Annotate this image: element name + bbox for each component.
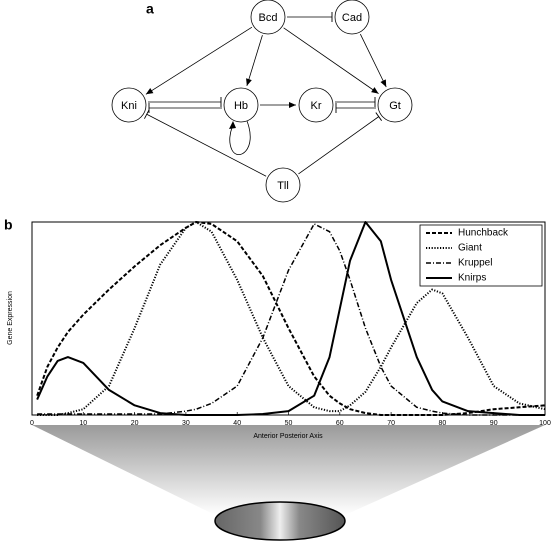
self-loop (229, 120, 251, 155)
edge (359, 33, 387, 88)
node-label: Tll (277, 180, 289, 192)
edge (246, 35, 263, 86)
node (377, 87, 413, 123)
x-tick-label: 70 (387, 420, 395, 427)
node-label: Cad (342, 12, 362, 24)
series-line (37, 223, 545, 416)
edge (283, 27, 379, 94)
series-line (37, 221, 546, 416)
node-label: Kni (121, 100, 137, 112)
arrowhead (145, 88, 154, 95)
projection (32, 425, 545, 515)
x-tick-label: 80 (439, 420, 447, 427)
legend-label: Giant (458, 243, 482, 254)
x-tick-label: 0 (30, 420, 34, 427)
legend (419, 224, 543, 287)
embryo (214, 501, 346, 541)
node (111, 87, 147, 123)
legend-label: Kruppel (458, 258, 492, 269)
node (223, 87, 259, 123)
node (265, 167, 301, 203)
series-line (36, 221, 545, 416)
panel-label: b (4, 217, 13, 233)
edge (145, 26, 253, 95)
x-tick-label: 40 (233, 420, 241, 427)
node-label: Gt (389, 100, 401, 112)
node-label: Kr (311, 100, 322, 112)
arrowhead (371, 87, 379, 94)
edge (146, 113, 267, 177)
arrowhead (246, 78, 252, 86)
node-label: Hb (234, 100, 248, 112)
node (250, 0, 286, 35)
node-label: Bcd (259, 12, 278, 24)
node (298, 87, 334, 123)
node (334, 0, 370, 35)
x-tick-label: 100 (539, 420, 551, 427)
x-tick-label: 10 (79, 420, 87, 427)
panel-label: a (146, 1, 154, 17)
y-axis-label: Gene Expression (7, 291, 14, 345)
x-tick-label: 50 (285, 420, 293, 427)
series-line (36, 221, 546, 416)
legend-label: Knirps (458, 273, 486, 284)
inhibit-bar (144, 109, 150, 119)
x-axis-label: Anterior Posterior Axis (253, 433, 323, 440)
legend-label: Hunchback (458, 228, 509, 239)
arrowhead (289, 102, 296, 108)
edge (298, 116, 379, 175)
x-tick-label: 90 (490, 420, 498, 427)
x-tick-label: 30 (182, 420, 190, 427)
inhibit-bar (375, 112, 382, 121)
arrowhead (380, 79, 387, 88)
x-tick-label: 60 (336, 420, 344, 427)
x-tick-label: 20 (131, 420, 139, 427)
arrowhead (229, 121, 236, 129)
